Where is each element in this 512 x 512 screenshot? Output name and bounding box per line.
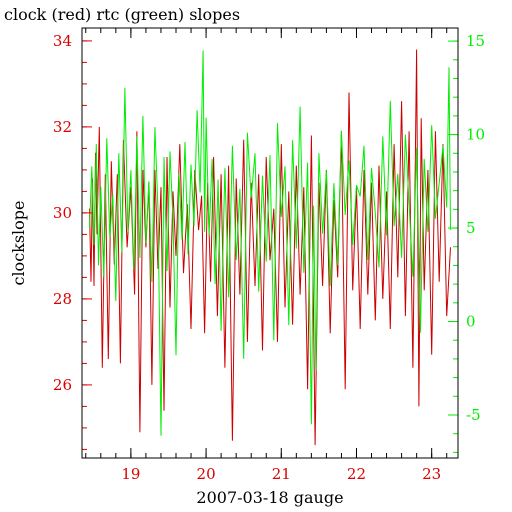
y-tick-label-right: 0 [466, 313, 476, 331]
plot-frame [81, 27, 459, 459]
y-axis-label: clockslope [9, 200, 28, 285]
y-tick-label-right: 15 [466, 32, 485, 50]
y-tick-label-left: 28 [53, 290, 72, 308]
chart-title: clock (red) rtc (green) slopes [4, 5, 240, 24]
series-line-clock [89, 49, 451, 446]
y-tick-label-left: 30 [53, 204, 72, 222]
y-tick-label-right: -5 [466, 406, 481, 424]
chart-marks: 19 20 21 22 23 26 28 30 32 34 -5 0 5 10 15 [53, 28, 485, 483]
y-tick-label-left: 32 [53, 118, 72, 136]
x-tick-label: 19 [121, 465, 140, 483]
y-tick-label-left: 34 [53, 32, 72, 50]
series-line-rtc [89, 50, 451, 436]
y-tick-label-right: 10 [466, 126, 485, 144]
y-tick-label-right: 5 [466, 219, 476, 237]
x-axis-label: 2007-03-18 gauge [196, 488, 343, 507]
x-tick-label: 22 [347, 465, 366, 483]
x-tick-label: 21 [272, 465, 291, 483]
y-tick-label-left: 26 [53, 376, 72, 394]
x-tick-label: 23 [422, 465, 441, 483]
x-tick-label: 20 [197, 465, 216, 483]
